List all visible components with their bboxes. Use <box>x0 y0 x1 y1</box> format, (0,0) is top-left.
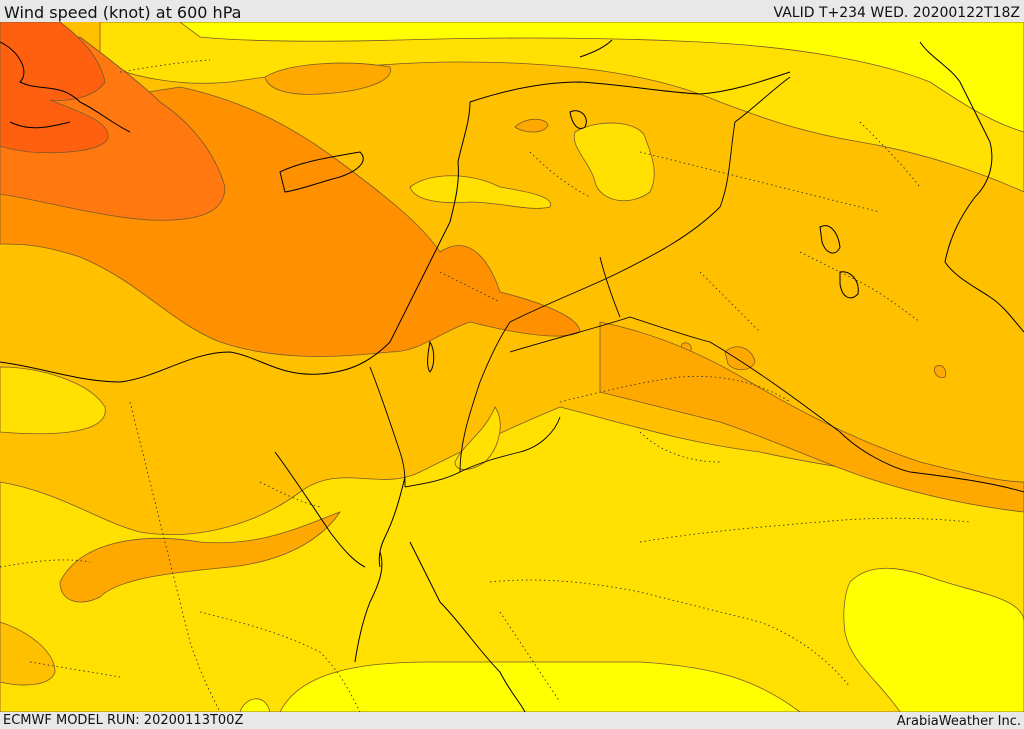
field-band-2-west <box>0 366 106 435</box>
field-band-1-corner <box>239 698 271 712</box>
borders <box>369 76 1024 493</box>
field-band-4-sw <box>59 511 342 603</box>
model-run: ECMWF MODEL RUN: 20200113T00Z <box>3 713 244 728</box>
map-title: Wind speed (knot) at 600 hPa <box>4 3 242 22</box>
credit: ArabiaWeather Inc. <box>896 714 1021 729</box>
internal-borders <box>0 59 971 712</box>
header-bar: Wind speed (knot) at 600 hPa VALID T+234… <box>0 0 1024 22</box>
weather-map <box>0 22 1024 712</box>
footer-bar: ECMWF MODEL RUN: 20200113T00Z ArabiaWeat… <box>0 712 1024 729</box>
field-band-2-blob-1 <box>409 175 551 209</box>
field-band-3-corner <box>0 621 56 686</box>
field-band-2-blob-2 <box>573 122 655 201</box>
field-band-7-med <box>0 22 109 154</box>
field-band-1-south <box>279 661 801 712</box>
field-band-5-blob-a <box>514 118 549 133</box>
field-band-5-north-blob <box>264 62 391 95</box>
field-band-2-south <box>0 406 1024 712</box>
field-band-5-blob-b <box>724 346 756 371</box>
field-band-1-north <box>179 22 1024 133</box>
field-band-5-blob-c <box>934 365 947 378</box>
valid-time: VALID T+234 WED. 20200122T18Z <box>773 5 1020 21</box>
coastlines <box>0 39 1024 712</box>
